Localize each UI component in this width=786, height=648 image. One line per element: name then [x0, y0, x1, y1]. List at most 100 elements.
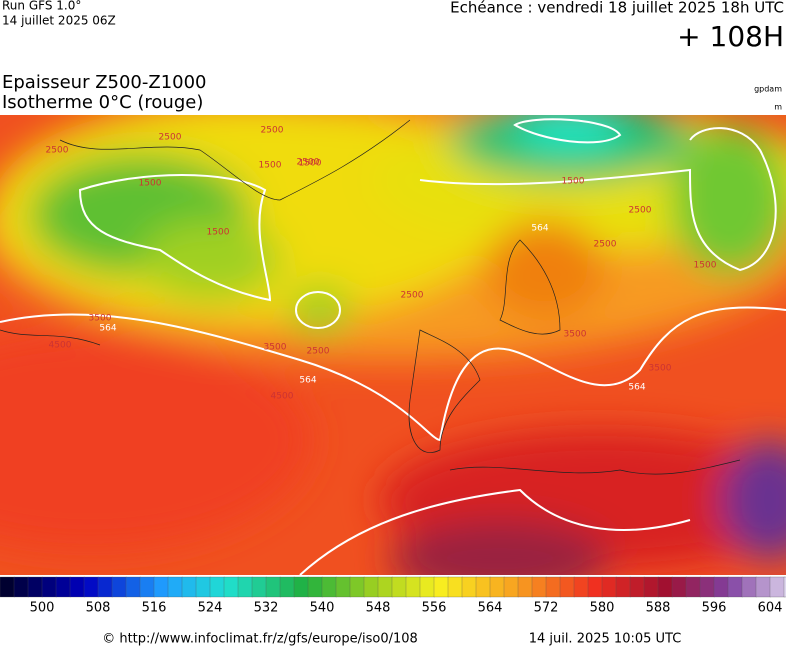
colorbar-swatch [209, 576, 225, 598]
colorbar-swatch [391, 576, 407, 598]
run-label: Run GFS 1.0° [2, 0, 81, 13]
colorbar-swatch [181, 576, 197, 598]
source-url: © http://www.infoclimat.fr/z/gfs/europe/… [102, 632, 418, 647]
colorbar-swatch [223, 576, 239, 598]
contour-label: 1500 [694, 261, 717, 271]
contour-label: 3500 [649, 364, 672, 374]
colorbar-swatch [251, 576, 267, 598]
colorbar-swatch [601, 576, 617, 598]
colorbar-swatch [111, 576, 127, 598]
unit-bottom: m [774, 103, 782, 112]
colorbar-swatch [447, 576, 463, 598]
colorbar-label: 508 [86, 601, 111, 616]
colorbar-swatch [279, 576, 295, 598]
colorbar-swatch [237, 576, 253, 598]
colorbar-swatch [13, 576, 29, 598]
colorbar-swatch [629, 576, 645, 598]
colorbar-swatch [265, 576, 281, 598]
map-title: Epaisseur Z500-Z1000 [2, 72, 207, 93]
run-date: 14 juillet 2025 06Z [2, 14, 116, 28]
colorbar: 500 508 516 524 532 540 548 556 564 572 580 588 596 6… [0, 576, 786, 616]
colorbar-swatch [573, 576, 589, 598]
contour-label: 2500 [297, 158, 320, 168]
contour-label: 2500 [261, 126, 284, 136]
colorbar-swatch [461, 576, 477, 598]
contour-label: 2500 [46, 146, 69, 156]
contour-label: 4500 [49, 341, 72, 351]
colorbar-label: 516 [142, 601, 167, 616]
contour-label: 1500 [139, 179, 162, 189]
colorbar-swatch [195, 576, 211, 598]
colorbar-label: 532 [254, 601, 279, 616]
colorbar-swatch [517, 576, 533, 598]
colorbar-label: 596 [702, 601, 727, 616]
lead-time: + 108H [677, 20, 784, 53]
contour-label: 3500 [89, 314, 112, 324]
colorbar-swatch [727, 576, 743, 598]
contour-label: 2500 [594, 240, 617, 250]
contour-label: 564 [299, 376, 316, 386]
colorbar-swatch [713, 576, 729, 598]
colorbar-swatch [335, 576, 351, 598]
colorbar-swatch [153, 576, 169, 598]
colorbar-label: 556 [422, 601, 447, 616]
colorbar-swatch [755, 576, 771, 598]
generated-time: 14 juil. 2025 10:05 UTC [529, 632, 682, 647]
colorbar-swatch [83, 576, 99, 598]
colorbar-swatch [685, 576, 701, 598]
colorbar-swatch [55, 576, 71, 598]
colorbar-swatch [139, 576, 155, 598]
colorbar-swatch [657, 576, 673, 598]
contour-label: 2500 [401, 291, 424, 301]
colorbar-swatch [643, 576, 659, 598]
colorbar-swatch [0, 576, 15, 598]
contour-label: 1500 [259, 161, 282, 171]
colorbar-swatch [783, 576, 786, 598]
colorbar-label: 564 [478, 601, 503, 616]
colorbar-swatch [377, 576, 393, 598]
colorbar-label: 500 [30, 601, 55, 616]
contour-label: 564 [628, 383, 645, 393]
colorbar-swatch [363, 576, 379, 598]
contour-label: 1500 [299, 159, 322, 169]
valid-time: Echéance : vendredi 18 juillet 2025 18h … [450, 0, 784, 17]
colorbar-label: 548 [366, 601, 391, 616]
colorbar-swatch [293, 576, 309, 598]
contour-label: 2500 [307, 347, 330, 357]
contour-label: 4500 [271, 392, 294, 402]
colorbar-swatch [97, 576, 113, 598]
colorbar-swatch [531, 576, 547, 598]
colorbar-swatch [41, 576, 57, 598]
colorbar-swatch [433, 576, 449, 598]
contour-label: 564 [99, 324, 116, 334]
contour-label: 3500 [264, 343, 287, 353]
map-subtitle: Isotherme 0°C (rouge) [2, 92, 203, 113]
colorbar-label: 524 [198, 601, 223, 616]
contour-label: 2500 [629, 206, 652, 216]
colorbar-swatch [503, 576, 519, 598]
colorbar-label: 540 [310, 601, 335, 616]
colorbar-label: 580 [590, 601, 615, 616]
colorbar-swatch [615, 576, 631, 598]
colorbar-swatch [27, 576, 43, 598]
colorbar-swatch [321, 576, 337, 598]
colorbar-swatch [69, 576, 85, 598]
contour-label: 1500 [562, 177, 585, 187]
unit-top: gpdam [754, 85, 782, 94]
colorbar-label: 588 [646, 601, 671, 616]
colorbar-swatch [405, 576, 421, 598]
colorbar-swatch [125, 576, 141, 598]
thickness-field [0, 115, 786, 575]
contour-label: 2500 [159, 133, 182, 143]
colorbar-swatch [699, 576, 715, 598]
colorbar-swatch [349, 576, 365, 598]
colorbar-swatch [545, 576, 561, 598]
colorbar-swatch [559, 576, 575, 598]
colorbar-label: 572 [534, 601, 559, 616]
colorbar-swatch [769, 576, 785, 598]
coastlines [0, 119, 741, 475]
